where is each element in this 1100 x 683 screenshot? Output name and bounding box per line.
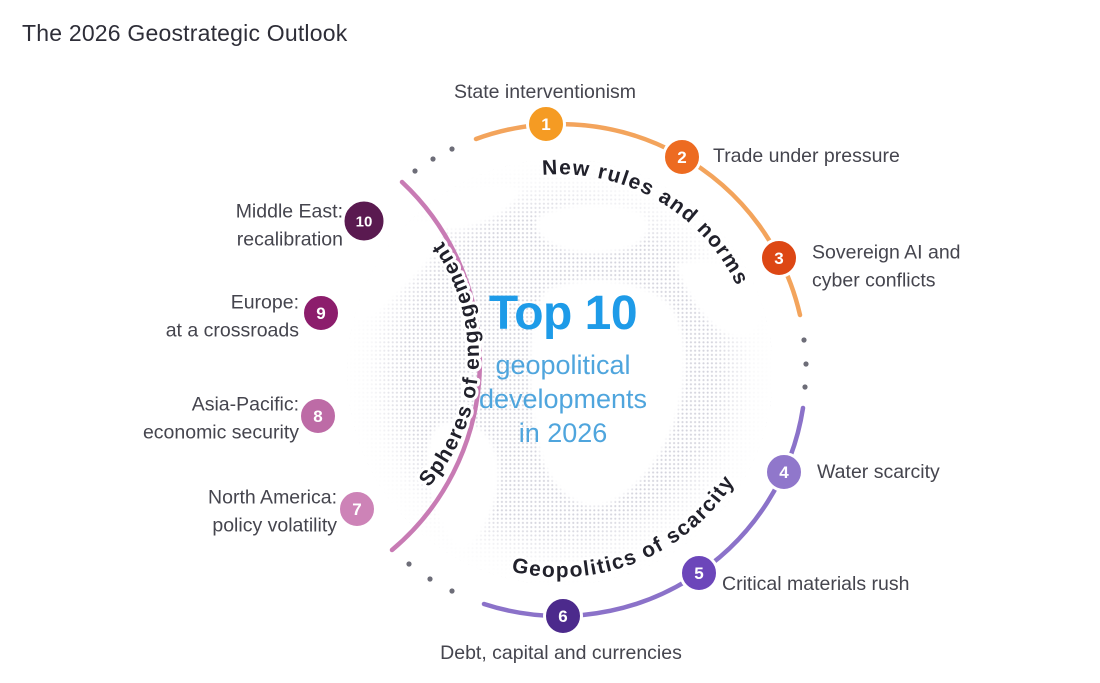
item-label-trade-under-pressure: Trade under pressure [713, 145, 900, 168]
item-label-north-america: North America: policy volatility [208, 486, 337, 536]
badge-1 [526, 104, 566, 144]
arc-spheres-of-engagement [389, 179, 483, 553]
badge-10-number: 10 [356, 214, 373, 231]
badge-7 [337, 489, 377, 529]
center-subline: geopolitical developments in 2026 [478, 350, 648, 449]
badge-8 [298, 396, 338, 436]
badge-6-number: 6 [558, 607, 567, 626]
item-label-water-scarcity: Water scarcity [817, 461, 940, 484]
arc-gap-dots [406, 146, 809, 594]
item-label-sovereign-ai-cyber: Sovereign AI and cyber conflicts [812, 241, 961, 291]
badge-9-number: 9 [316, 304, 325, 323]
badge-10 [341, 198, 387, 244]
center-callout: Top 10 geopolitical developments in 2026 [479, 290, 647, 450]
item-label-middle-east: Middle East: recalibration [235, 200, 343, 250]
page-title: The 2026 Geostrategic Outlook [22, 20, 348, 46]
badge-3-number: 3 [774, 249, 783, 268]
badge-3 [759, 238, 799, 278]
badge-9 [301, 293, 341, 333]
badge-8-number: 8 [313, 407, 322, 426]
badge-5-number: 5 [694, 564, 703, 583]
badge-1-number: 1 [541, 115, 550, 134]
center-headline: Top 10 [488, 287, 638, 340]
item-label-debt-capital-currencies: Debt, capital and currencies [440, 642, 682, 665]
badge-6 [543, 596, 583, 636]
globe-illustration [347, 159, 773, 585]
item-label-critical-materials-rush: Critical materials rush [722, 573, 910, 596]
badge-4 [764, 452, 804, 492]
badge-2 [662, 137, 702, 177]
badge-4-number: 4 [779, 463, 789, 482]
badge-2-number: 2 [677, 148, 686, 167]
item-label-europe: Europe: at a crossroads [165, 291, 299, 341]
item-label-state-interventionism: State interventionism [453, 81, 637, 104]
badge-7-number: 7 [352, 500, 361, 519]
globe-rim-fade [347, 159, 773, 585]
item-label-asia-pacific: Asia-Pacific: economic security [142, 393, 299, 443]
badge-5 [679, 553, 719, 593]
